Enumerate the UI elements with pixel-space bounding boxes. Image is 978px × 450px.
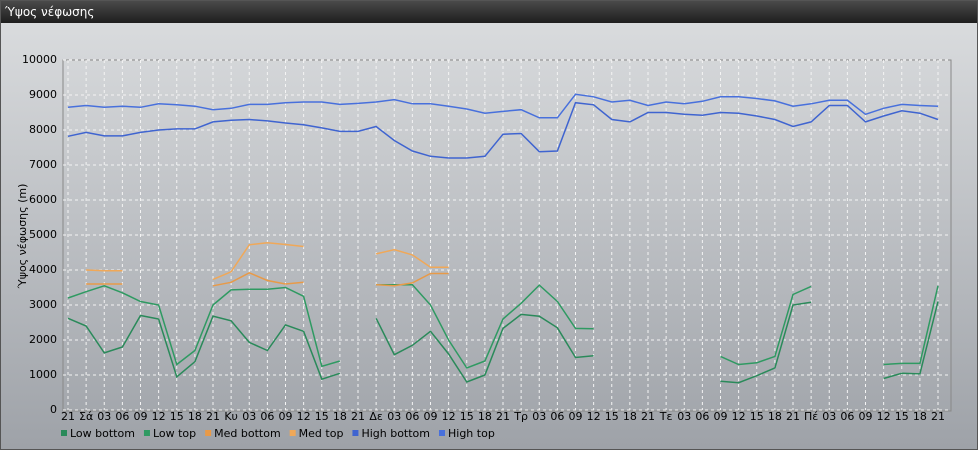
x-tick-label: Κυ bbox=[224, 410, 238, 423]
x-tick-label: 03 bbox=[242, 410, 256, 423]
x-tick-label: 21 bbox=[786, 410, 800, 423]
x-tick-label: 18 bbox=[768, 410, 782, 423]
legend-label: High top bbox=[448, 427, 495, 440]
x-tick-label: 12 bbox=[152, 410, 166, 423]
x-tick-label: 21 bbox=[206, 410, 220, 423]
legend-swatch bbox=[289, 430, 296, 436]
x-tick-label: 15 bbox=[750, 410, 764, 423]
x-tick-label: 06 bbox=[405, 410, 419, 423]
x-tick-label: 09 bbox=[279, 410, 293, 423]
legend-swatch bbox=[205, 430, 212, 436]
x-tick-label: 21 bbox=[641, 410, 655, 423]
series-line bbox=[67, 301, 939, 384]
x-tick-label: 09 bbox=[424, 410, 438, 423]
x-tick-label: 18 bbox=[333, 410, 347, 423]
legend-swatch bbox=[352, 430, 359, 436]
legend-label: Med bottom bbox=[214, 427, 281, 440]
x-tick-label: 12 bbox=[297, 410, 311, 423]
x-tick-label: 03 bbox=[532, 410, 546, 423]
y-tick-label: 3000 bbox=[29, 298, 57, 311]
x-tick-label: 15 bbox=[605, 410, 619, 423]
x-tick-label: Δε bbox=[369, 410, 383, 423]
x-tick-label: 15 bbox=[315, 410, 329, 423]
x-tick-label: 03 bbox=[822, 410, 836, 423]
x-tick-label: 12 bbox=[442, 410, 456, 423]
x-tick-label: 06 bbox=[695, 410, 709, 423]
x-tick-label: 06 bbox=[840, 410, 854, 423]
x-tick-label: 18 bbox=[623, 410, 637, 423]
legend-label: Med top bbox=[299, 427, 344, 440]
x-tick-label: Πέ bbox=[804, 410, 818, 423]
x-tick-label: 03 bbox=[97, 410, 111, 423]
x-tick-label: Σά bbox=[79, 410, 93, 423]
x-tick-label: 12 bbox=[877, 410, 891, 423]
legend-label: Low bottom bbox=[70, 427, 135, 440]
x-tick-label: 15 bbox=[460, 410, 474, 423]
series-line bbox=[67, 101, 939, 159]
legend-label: High bottom bbox=[361, 427, 430, 440]
y-tick-label: 8000 bbox=[29, 123, 57, 136]
y-tick-label: 7000 bbox=[29, 158, 57, 171]
x-tick-label: 21 bbox=[931, 410, 945, 423]
legend-swatch bbox=[61, 430, 67, 436]
series-line bbox=[67, 93, 939, 119]
y-tick-label: 6000 bbox=[29, 193, 57, 206]
x-tick-label: Τε bbox=[659, 410, 673, 423]
x-tick-label: 15 bbox=[170, 410, 184, 423]
x-tick-label: 21 bbox=[351, 410, 365, 423]
y-tick-label: 4000 bbox=[29, 263, 57, 276]
x-tick-label: 12 bbox=[732, 410, 746, 423]
y-tick-label: 0 bbox=[50, 403, 57, 416]
legend-swatch bbox=[143, 430, 150, 436]
x-tick-label: 06 bbox=[115, 410, 129, 423]
series-line bbox=[67, 283, 939, 369]
y-tick-label: 2000 bbox=[29, 333, 57, 346]
x-tick-label: 03 bbox=[677, 410, 691, 423]
y-tick-label: 1000 bbox=[29, 368, 57, 381]
x-tick-label: 18 bbox=[913, 410, 927, 423]
x-tick-label: 06 bbox=[550, 410, 564, 423]
x-tick-label: 03 bbox=[387, 410, 401, 423]
y-tick-label: 10000 bbox=[22, 53, 57, 66]
x-tick-label: 09 bbox=[859, 410, 873, 423]
y-tick-label: 9000 bbox=[29, 88, 57, 101]
series-line bbox=[86, 241, 449, 281]
x-tick-label: 09 bbox=[134, 410, 148, 423]
x-tick-label: 18 bbox=[478, 410, 492, 423]
legend-label: Low top bbox=[153, 427, 196, 440]
x-tick-label: 21 bbox=[496, 410, 510, 423]
x-tick-label: 18 bbox=[188, 410, 202, 423]
x-tick-label: 15 bbox=[895, 410, 909, 423]
window-title: Ύψος νέφωσης bbox=[1, 1, 977, 23]
x-tick-label: 06 bbox=[260, 410, 274, 423]
x-tick-label: 12 bbox=[587, 410, 601, 423]
y-tick-label: 5000 bbox=[29, 228, 57, 241]
series-line bbox=[86, 271, 449, 287]
y-axis-label: Ύψος νέφωσης (m) bbox=[16, 184, 29, 290]
legend-swatch bbox=[439, 430, 445, 436]
x-tick-label: 21 bbox=[61, 410, 75, 423]
x-tick-label: 09 bbox=[569, 410, 583, 423]
x-tick-label: 09 bbox=[714, 410, 728, 423]
x-tick-label: Τρ bbox=[513, 410, 528, 423]
